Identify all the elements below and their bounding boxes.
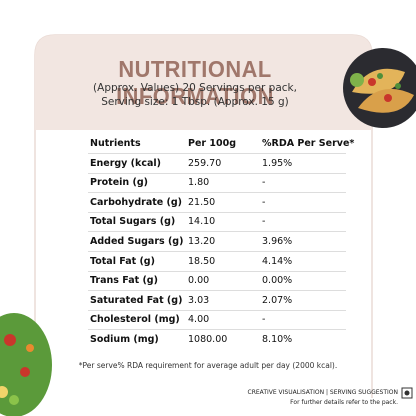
row-divider bbox=[88, 251, 346, 252]
row-divider bbox=[88, 270, 346, 272]
table-cell: - bbox=[262, 196, 266, 208]
table-cell: 21.50 bbox=[188, 196, 216, 208]
table-cell: 3.03 bbox=[188, 294, 210, 306]
subtitle: Serving size: 1 Tbsp. (Approx. 15 g) bbox=[101, 96, 289, 108]
table-cell: 4.14% bbox=[262, 255, 293, 267]
table-cell: Total Fat (g) bbox=[90, 255, 155, 267]
footnote: *Per serve% RDA requirement for average … bbox=[78, 361, 338, 370]
table-cell: Trans Fat (g) bbox=[90, 275, 158, 287]
table-cell: 0.00 bbox=[188, 275, 210, 287]
table-cell: 4.00 bbox=[188, 314, 210, 326]
subtitle: (Approx. Values) 20 Servings per pack, bbox=[93, 82, 297, 94]
table-cell: 2.07% bbox=[262, 294, 293, 306]
table-cell: 1.80 bbox=[188, 177, 210, 189]
table-cell: 0.00% bbox=[262, 275, 293, 287]
table-cell: - bbox=[262, 177, 266, 189]
table-cell: - bbox=[262, 314, 266, 326]
table-cell: 18.50 bbox=[188, 255, 216, 267]
column-header: %RDA Per Serve* bbox=[262, 138, 355, 149]
table-cell: 14.10 bbox=[188, 216, 216, 228]
row-divider bbox=[88, 153, 346, 154]
footer-line: CREATIVE VISUALISATION | SERVING SUGGEST… bbox=[247, 389, 398, 396]
row-divider bbox=[88, 172, 346, 174]
row-divider bbox=[88, 329, 346, 331]
table-cell: 8.10% bbox=[262, 334, 293, 345]
table-cell: 13.20 bbox=[188, 236, 216, 247]
table-cell: - bbox=[262, 216, 266, 228]
table-cell: Total Sugars (g) bbox=[90, 216, 176, 228]
title: NUTRITIONAL INFORMATION bbox=[116, 56, 274, 109]
table-cell: Energy (kcal) bbox=[90, 157, 161, 169]
row-divider bbox=[88, 211, 346, 213]
table-cell: 259.70 bbox=[188, 157, 222, 169]
table-cell: Sodium (mg) bbox=[90, 334, 159, 345]
table-cell: Cholesterol (mg) bbox=[90, 314, 180, 326]
row-divider bbox=[88, 192, 346, 194]
table-cell: Saturated Fat (g) bbox=[90, 294, 183, 306]
row-divider bbox=[88, 309, 346, 311]
table-cell: 1080.00 bbox=[188, 334, 228, 345]
footer-line: For further details refer to the pack. bbox=[290, 399, 398, 406]
row-divider bbox=[88, 290, 346, 292]
table-cell: Added Sugars (g) bbox=[90, 236, 184, 247]
column-header: Nutrients bbox=[90, 138, 141, 149]
table-cell: Carbohydrate (g) bbox=[90, 196, 183, 208]
table-cell: Protein (g) bbox=[90, 177, 148, 189]
column-header: Per 100g bbox=[188, 138, 237, 149]
table-cell: 3.96% bbox=[262, 236, 293, 247]
row-divider bbox=[88, 231, 346, 233]
table-cell: 1.95% bbox=[262, 157, 293, 169]
